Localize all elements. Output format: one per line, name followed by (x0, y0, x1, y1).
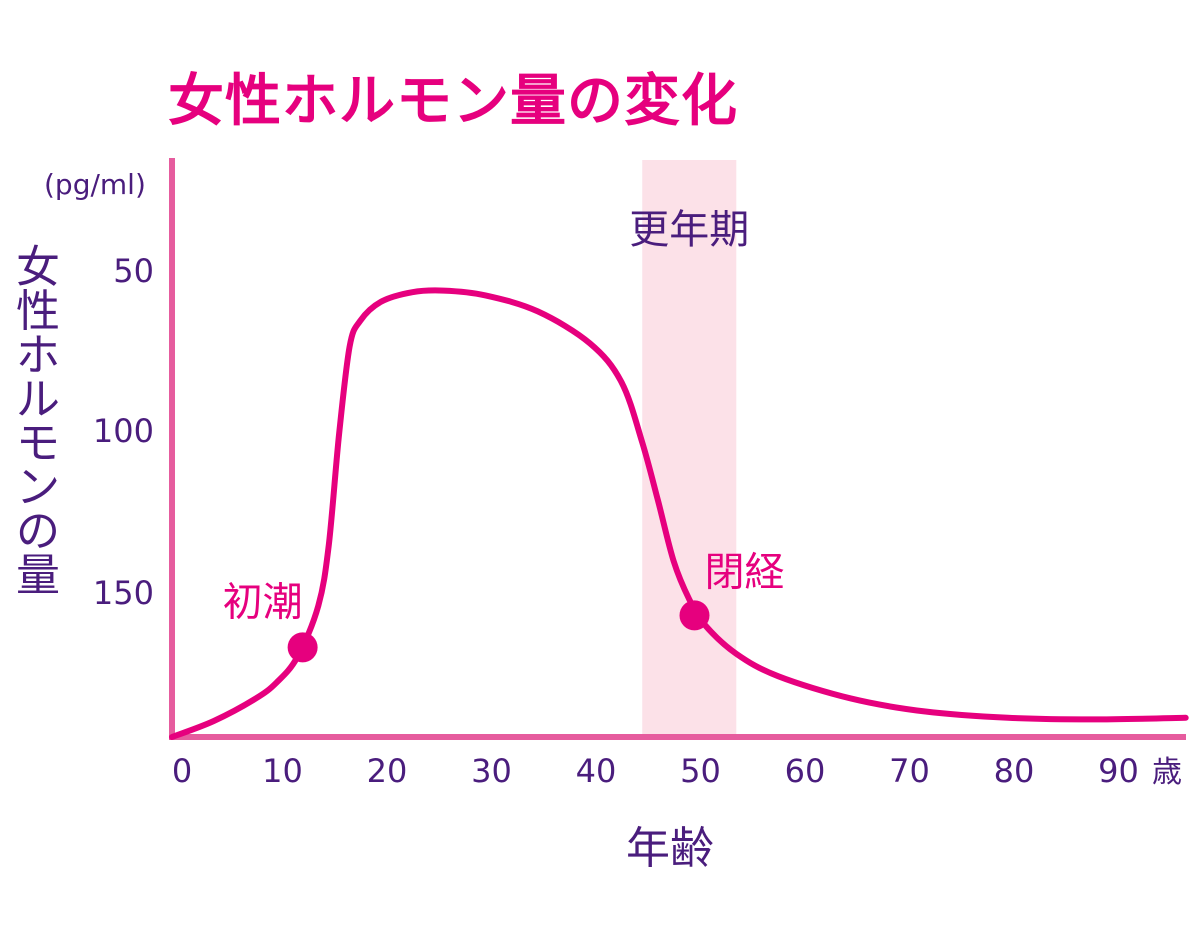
x-tick-label: 0 (172, 752, 192, 790)
x-tick-label: 20 (367, 752, 408, 790)
x-tick-label: 40 (576, 752, 617, 790)
annotation-label: 初潮 (223, 579, 303, 625)
x-tick-label: 50 (680, 752, 721, 790)
x-tick-label: 60 (785, 752, 826, 790)
y-axis-label: 女性ホルモンの量 (16, 242, 60, 601)
x-tick-label: 10 (262, 752, 303, 790)
annotation-marker (287, 632, 318, 663)
y-tick-label: 50 (113, 252, 154, 290)
x-axis-label: 年齢 (626, 823, 714, 874)
x-tick-label: 70 (889, 752, 930, 790)
x-tick-label: 80 (994, 752, 1035, 790)
x-tick-label: 90 (1098, 752, 1139, 790)
menopause-band-label: 更年期 (629, 207, 749, 253)
chart-title: 女性ホルモン量の変化 (168, 69, 738, 134)
y-axis-unit: (pg/ml) (44, 168, 146, 201)
x-tick-labels: 0 10 20 30 40 50 60 70 80 90 歳 (172, 752, 1182, 790)
y-tick-label: 100 (93, 412, 154, 450)
x-unit-label: 歳 (1152, 755, 1182, 790)
y-tick-labels: 50 100 150 (93, 252, 154, 612)
annotations: 初潮 閉経 (223, 549, 785, 663)
annotation-marker (679, 600, 710, 631)
y-tick-label: 150 (93, 574, 154, 612)
x-tick-label: 30 (471, 752, 512, 790)
annotation-label: 閉経 (705, 549, 785, 595)
series-line-hormone-level (169, 287, 1189, 740)
